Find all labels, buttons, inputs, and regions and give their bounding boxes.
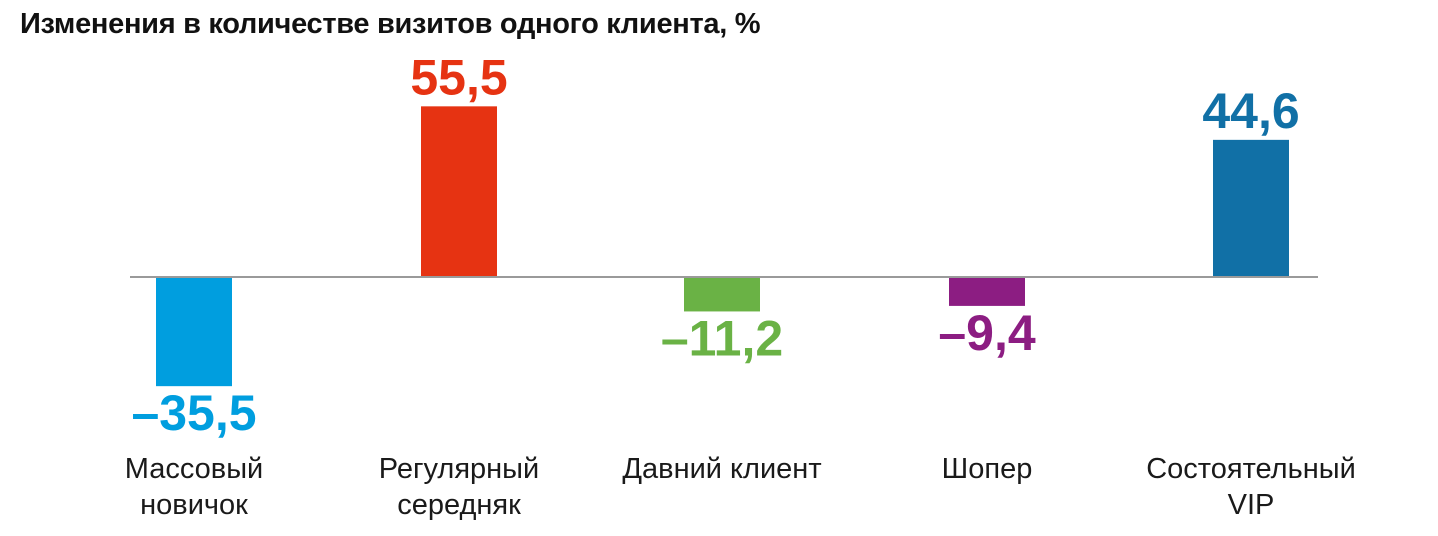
data-label: –35,5 bbox=[131, 385, 256, 441]
chart-title: Изменения в количестве визитов одного кл… bbox=[20, 8, 761, 40]
data-label: –9,4 bbox=[938, 305, 1036, 361]
data-label: 55,5 bbox=[410, 49, 507, 105]
category-label: Состоятельный bbox=[1146, 453, 1356, 485]
bar bbox=[156, 277, 232, 387]
category-label: Массовый bbox=[125, 453, 264, 485]
category-label: новичок bbox=[140, 489, 248, 521]
data-label: –11,2 bbox=[661, 310, 783, 366]
category-label: Давний клиент bbox=[622, 453, 821, 485]
category-label: Шопер bbox=[942, 453, 1033, 485]
category-label: Регулярный bbox=[379, 453, 539, 485]
bar bbox=[949, 277, 1025, 306]
category-label: середняк bbox=[397, 489, 521, 521]
bar bbox=[1213, 139, 1289, 277]
category-label: VIP bbox=[1228, 489, 1275, 521]
data-label: 44,6 bbox=[1202, 83, 1299, 139]
bar bbox=[421, 106, 497, 278]
bar bbox=[684, 277, 760, 312]
